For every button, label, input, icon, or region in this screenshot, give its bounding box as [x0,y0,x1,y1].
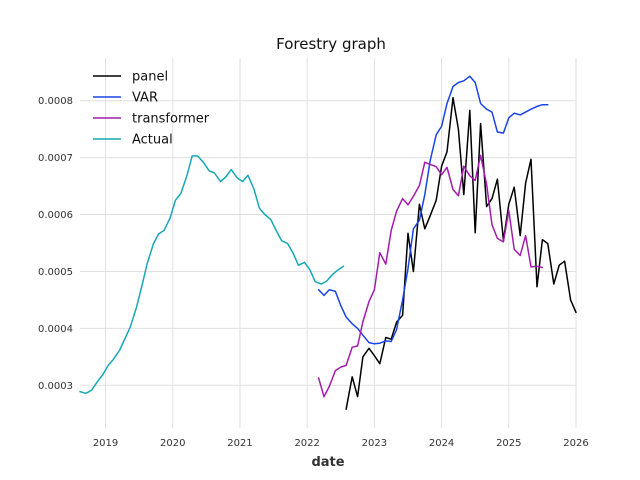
legend-label: VAR [132,91,158,106]
y-tick-label: 0.0008 [38,96,73,107]
legend-label: Actual [132,133,173,148]
x-tick-label: 2026 [563,438,588,449]
x-tick-label: 2021 [227,438,252,449]
x-tick-label: 2023 [362,438,387,449]
series-line-var [317,75,549,345]
y-axis-ticks: 0.0003 0.0004 0.0005 0.0006 0.0007 0.0008 [38,96,73,392]
x-tick-label: 2019 [93,438,118,449]
y-tick-label: 0.0006 [38,210,73,221]
y-tick-label: 0.0007 [38,153,73,164]
legend-label: panel [132,70,168,85]
x-tick-label: 2024 [429,438,454,449]
legend-label: transformer [132,112,210,127]
x-tick-label: 2022 [294,438,319,449]
grid-lines [80,58,577,428]
x-axis-ticks: 2019 2020 2021 2022 2023 2024 2025 2026 [93,438,589,449]
x-axis-label: date [311,455,344,470]
y-tick-label: 0.0003 [38,381,73,392]
y-tick-label: 0.0004 [38,324,73,335]
series-lines [79,75,577,410]
y-tick-label: 0.0005 [38,267,73,278]
legend: panel VAR transformer Actual [93,70,210,148]
chart-title: Forestry graph [276,35,386,53]
series-line-actual [79,155,345,395]
x-tick-label: 2025 [496,438,521,449]
series-line-transformer [317,154,544,398]
x-tick-label: 2020 [160,438,185,449]
